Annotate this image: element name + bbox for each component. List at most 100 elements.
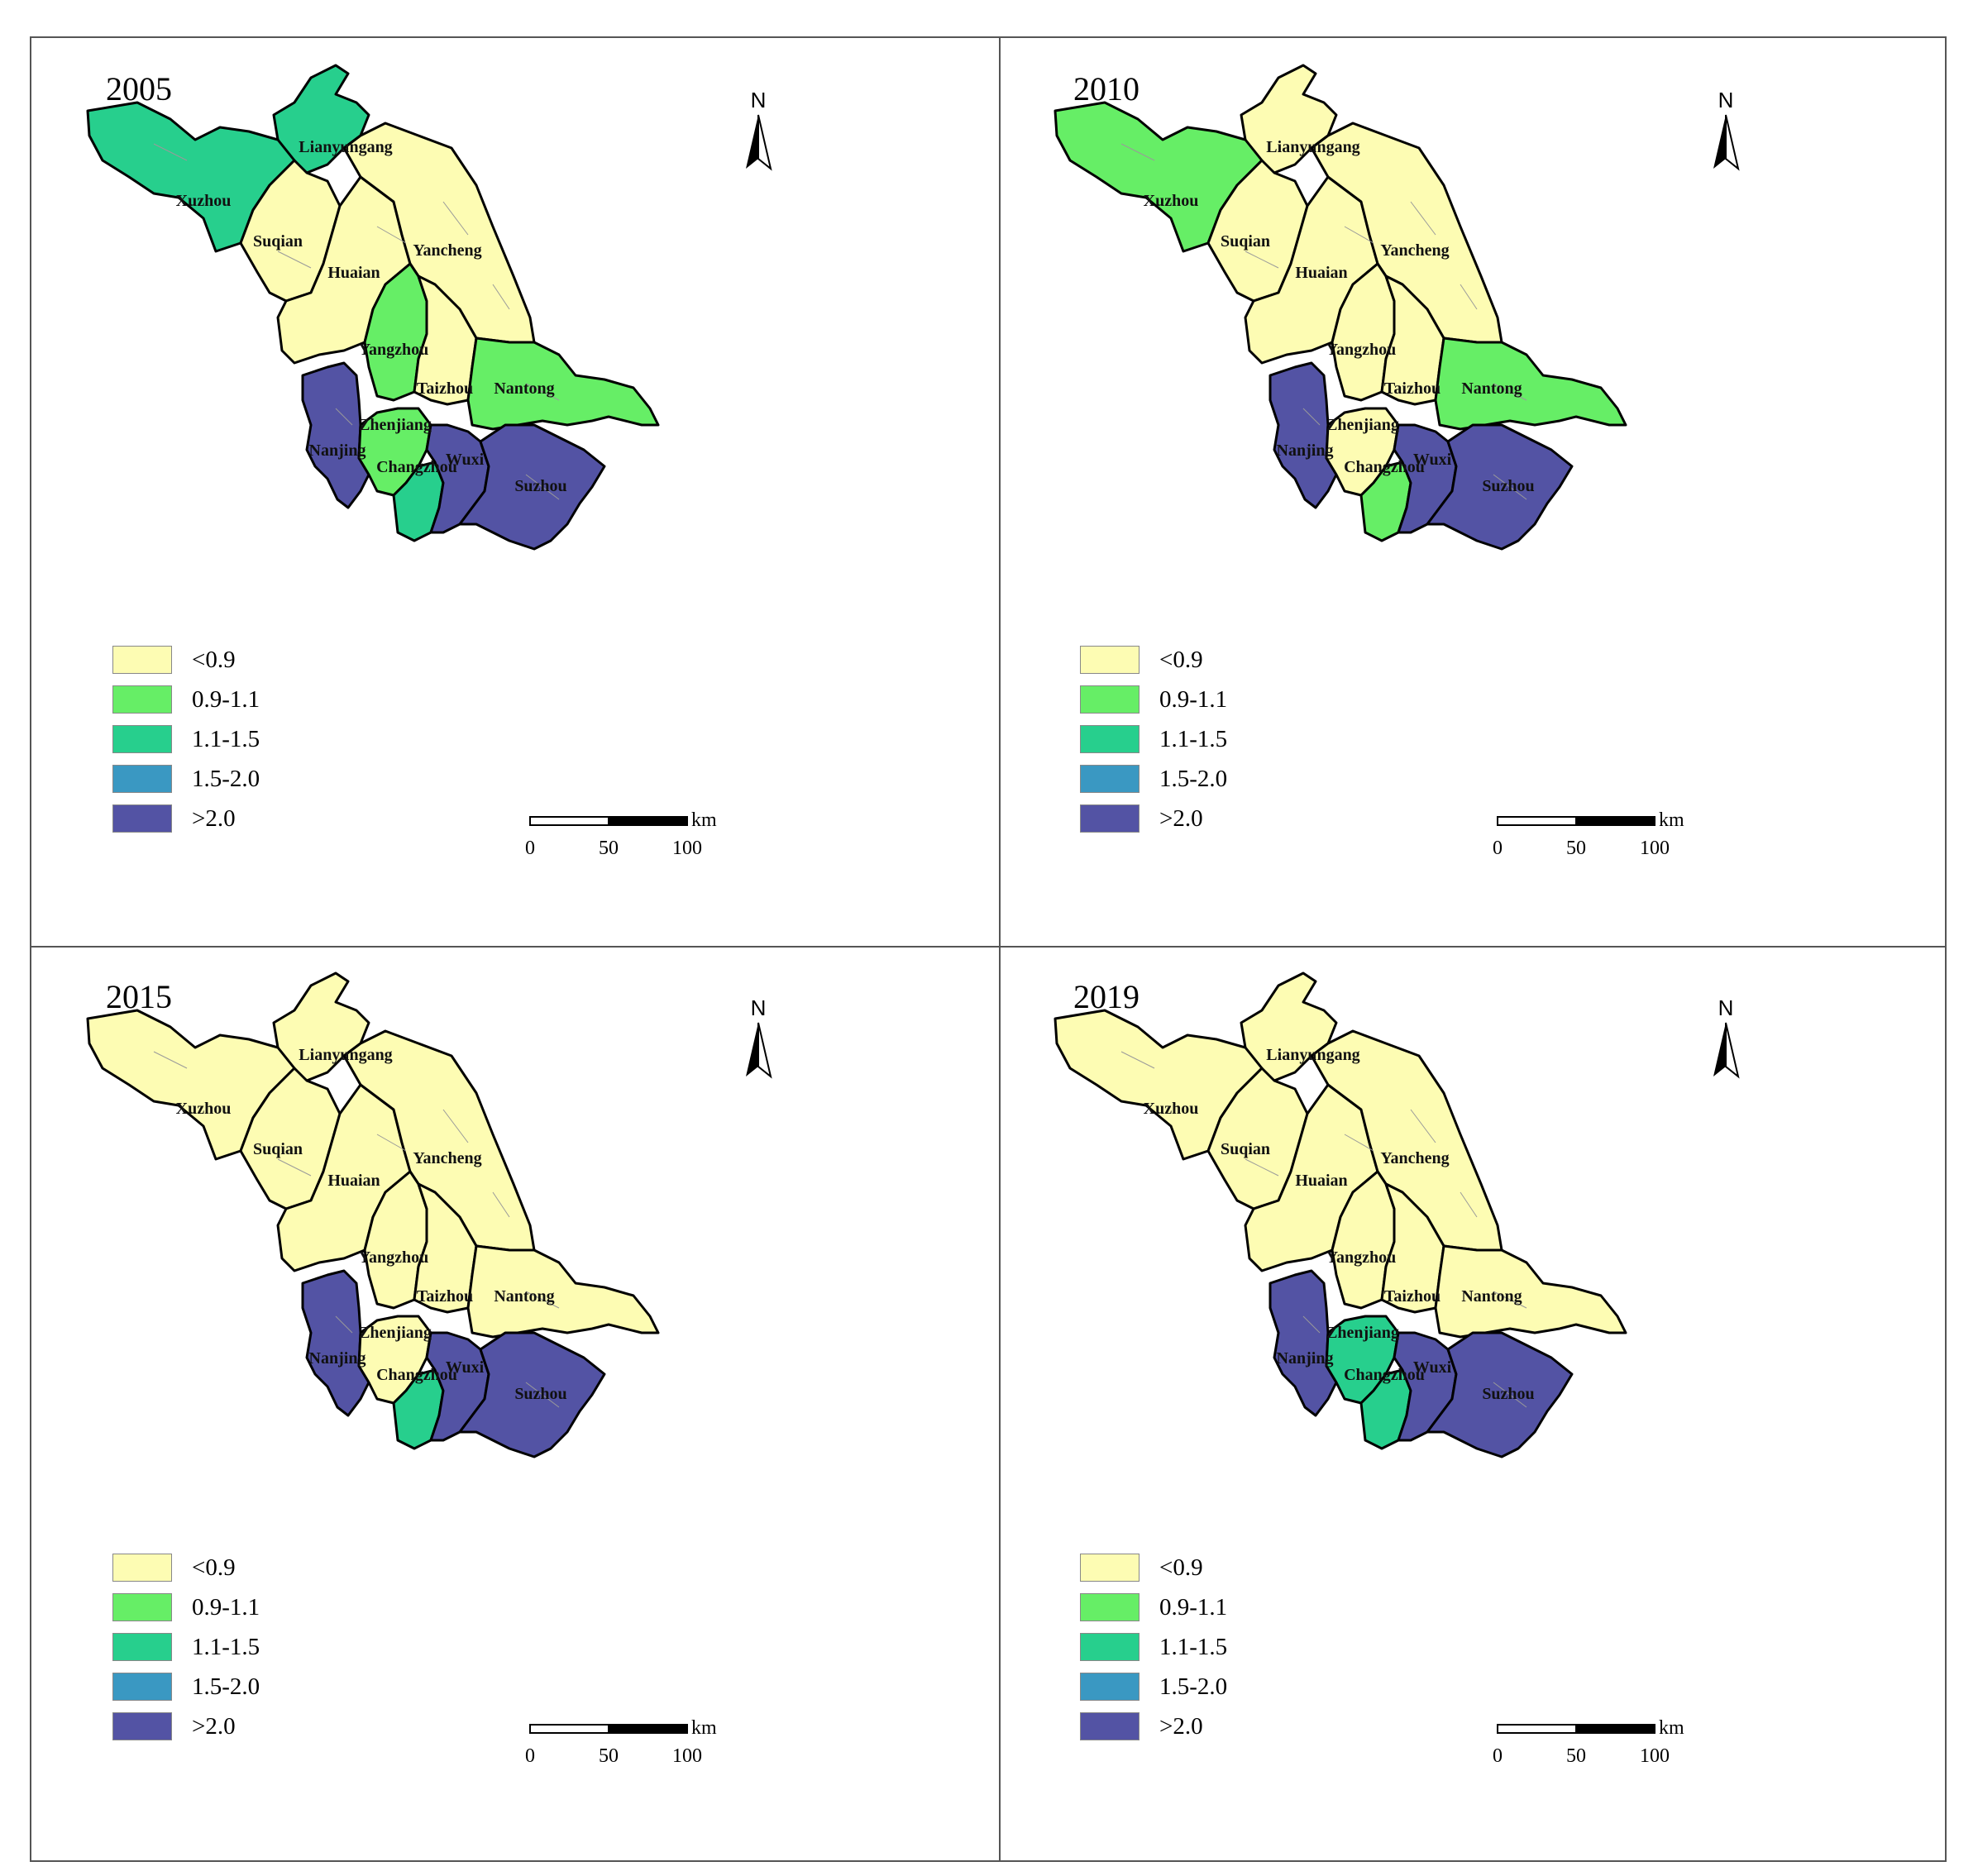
city-label: Suqian: [253, 232, 303, 251]
legend-label: 1.1-1.5: [1159, 725, 1228, 752]
legend-item: 0.9-1.1: [112, 680, 260, 719]
city-label: Nantong: [1461, 379, 1522, 398]
legend-swatch: [112, 1554, 172, 1582]
city-label: Taizhou: [417, 379, 473, 398]
legend-swatch: [112, 1593, 172, 1621]
city-label: Nantong: [494, 1287, 554, 1306]
region-taizhou: [413, 1182, 478, 1314]
scale-tick-label: 50: [599, 838, 619, 859]
city-label: Xuzhou: [1144, 1100, 1199, 1118]
city-label: Wuxi: [446, 451, 485, 469]
legend-item: <0.9: [112, 1548, 260, 1587]
panel-year-title: 2005: [106, 70, 172, 107]
city-label: Wuxi: [1413, 451, 1452, 469]
panel-year-title: 2010: [1073, 70, 1140, 107]
legend-item: >2.0: [112, 799, 260, 838]
city-label: Yangzhou: [359, 1248, 428, 1267]
city-label: Xuzhou: [176, 192, 232, 210]
region-nantong: [466, 337, 660, 431]
panel-divider-horizontal: [31, 946, 1945, 948]
city-label: Zhenjiang: [359, 416, 432, 434]
city-label: Changzhou: [1344, 1366, 1425, 1384]
legend: <0.9 0.9-1.1 1.1-1.5 1.5-2.0 >2.0: [112, 1548, 260, 1746]
city-label: Yangzhou: [359, 341, 428, 359]
legend-item: <0.9: [1080, 640, 1227, 680]
region-taizhou: [1380, 274, 1445, 406]
north-arrow-icon: N: [1713, 995, 1740, 1079]
legend-swatch: [112, 1712, 172, 1740]
legend-swatch: [112, 1673, 172, 1701]
legend-label: 0.9-1.1: [192, 1593, 260, 1621]
legend-item: 1.1-1.5: [1080, 719, 1227, 759]
legend-swatch: [112, 804, 172, 833]
city-label: Huaian: [327, 264, 380, 282]
city-label: Nanjing: [309, 442, 366, 460]
scale-tick-label: 0: [525, 1745, 535, 1767]
region-nantong: [466, 1244, 660, 1339]
legend-item: 0.9-1.1: [1080, 1587, 1227, 1627]
city-label: Xuzhou: [1144, 192, 1199, 210]
scale-bar: 0 50 100 km: [525, 1717, 717, 1767]
north-label: N: [751, 88, 767, 112]
city-label: Yancheng: [413, 1149, 481, 1167]
legend-label: 0.9-1.1: [192, 685, 260, 713]
city-label: Suzhou: [514, 1385, 566, 1403]
region-nanjing: [1268, 1269, 1338, 1417]
city-label: Yancheng: [413, 241, 481, 260]
legend-swatch: [112, 765, 172, 793]
region-taizhou: [1380, 1182, 1445, 1314]
city-label: Suqian: [1221, 1140, 1270, 1158]
legend-label: <0.9: [1159, 1554, 1203, 1581]
city-label: Huaian: [1295, 264, 1347, 282]
legend-swatch: [1080, 1554, 1140, 1582]
scale-tick-label: 100: [672, 838, 702, 859]
city-label: Changzhou: [376, 458, 457, 476]
region-suzhou: [1426, 1331, 1574, 1458]
city-label: Nantong: [494, 379, 554, 398]
legend-item: <0.9: [1080, 1548, 1227, 1587]
legend-item: >2.0: [1080, 799, 1227, 838]
legend-swatch: [1080, 725, 1140, 753]
legend-item: 1.5-2.0: [1080, 759, 1227, 799]
city-label: Yancheng: [1380, 241, 1449, 260]
city-label: Nanjing: [1277, 1349, 1334, 1368]
legend: <0.9 0.9-1.1 1.1-1.5 1.5-2.0 >2.0: [112, 640, 260, 838]
jiangsu-map: Lianyungang Xuzhou Suqian Huaian Yancheng Yan…: [86, 64, 772, 859]
city-label: Zhenjiang: [359, 1324, 432, 1342]
city-label: Lianyungang: [299, 138, 392, 156]
north-arrow-icon: N: [746, 995, 772, 1079]
region-nantong: [1434, 337, 1627, 431]
legend-item: 1.1-1.5: [112, 719, 260, 759]
scale-unit: km: [691, 1717, 717, 1739]
region-taizhou: [413, 274, 478, 406]
region-suzhou: [458, 1331, 606, 1458]
map-panel-2005: Lianyungang Xuzhou Suqian Huaian Yancheng Yan…: [30, 36, 996, 943]
scale-tick-label: 100: [672, 1745, 702, 1767]
legend-swatch: [1080, 685, 1140, 714]
north-label: N: [1718, 88, 1734, 112]
region-suzhou: [458, 423, 606, 551]
legend-label: >2.0: [192, 1712, 236, 1740]
legend: <0.9 0.9-1.1 1.1-1.5 1.5-2.0 >2.0: [1080, 640, 1227, 838]
legend-label: 0.9-1.1: [1159, 1593, 1228, 1621]
city-label: Taizhou: [1384, 1287, 1440, 1306]
legend-swatch: [112, 1633, 172, 1661]
panel-divider-vertical: [999, 38, 1001, 1860]
city-label: Suzhou: [514, 477, 566, 495]
legend-label: >2.0: [192, 804, 236, 832]
jiangsu-map: Lianyungang Xuzhou Suqian Huaian Yancheng Yan…: [86, 971, 772, 1767]
region-nanjing: [1268, 361, 1338, 509]
legend-label: 1.1-1.5: [192, 1633, 260, 1660]
legend-item: 1.1-1.5: [112, 1627, 260, 1667]
scale-tick-label: 100: [1640, 838, 1670, 859]
city-label: Nanjing: [309, 1349, 366, 1368]
region-nantong: [1434, 1244, 1627, 1339]
city-label: Wuxi: [1413, 1358, 1452, 1377]
legend-swatch: [1080, 1673, 1140, 1701]
city-label: Changzhou: [376, 1366, 457, 1384]
scale-tick-label: 0: [1493, 838, 1503, 859]
scale-bar: 0 50 100 km: [1493, 809, 1684, 859]
legend-label: 1.1-1.5: [192, 725, 260, 752]
north-label: N: [751, 995, 767, 1020]
panel-year-title: 2015: [106, 978, 172, 1015]
